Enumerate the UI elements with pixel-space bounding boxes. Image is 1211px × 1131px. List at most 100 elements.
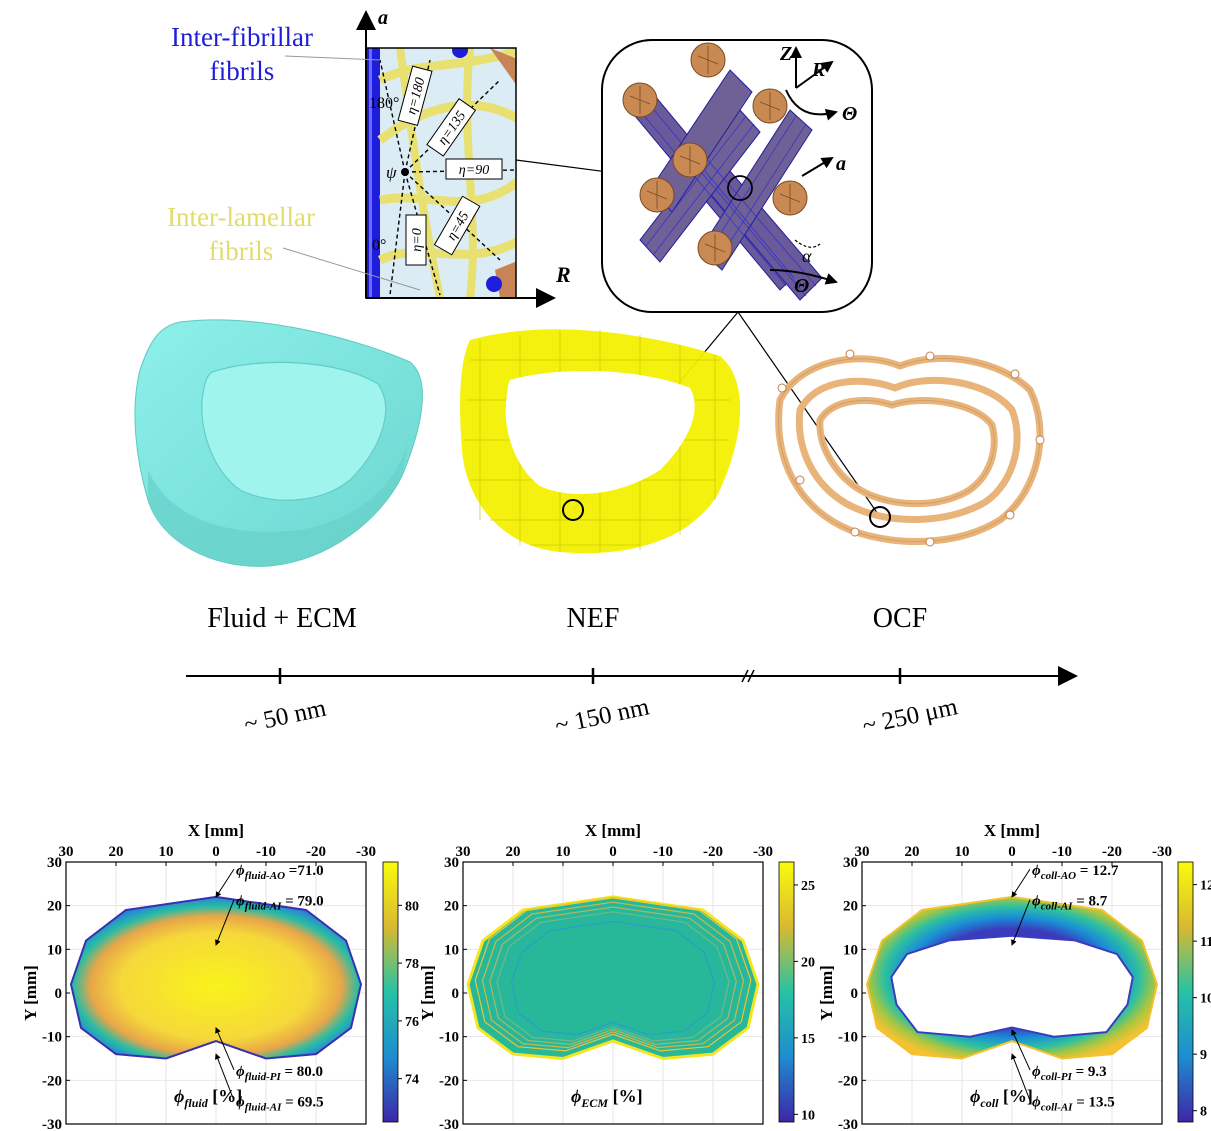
inter-lamellar-label-2: fibrils (209, 236, 274, 266)
lamella-r-label: R (811, 59, 825, 81)
x-tick-label: -10 (256, 844, 276, 860)
annotation-arrow (215, 899, 235, 946)
map-unit-label: ϕECM [%] (571, 1086, 643, 1110)
y-tick-label: -20 (42, 1073, 62, 1089)
fluid-ecm-disc (134, 319, 423, 567)
y-tick-label: -10 (42, 1030, 62, 1046)
scale-axis (186, 666, 1078, 686)
ecm-contour (489, 906, 737, 1045)
label-nef: NEF (567, 603, 620, 634)
y-tick-label: 20 (444, 899, 459, 915)
y-tick-label: -20 (838, 1073, 858, 1089)
x-tick-label: -20 (1102, 844, 1122, 860)
y-tick-label: 30 (444, 855, 459, 871)
colorbar (382, 861, 399, 1123)
deg-180-label: 180° (369, 95, 399, 112)
y-tick-label: 20 (843, 899, 858, 915)
nef-zoom-circle (562, 499, 584, 521)
annotation-label: ϕfluid-PI = 80.0 (236, 1064, 323, 1083)
y-axis-label: Y [mm] (817, 965, 836, 1021)
y-axis-label: Y [mm] (21, 965, 40, 1021)
nef-disc (460, 329, 741, 554)
annotation-label: ϕfluid-AI = 79.0 (236, 894, 324, 913)
colorbar-tick-label: 76 (405, 1015, 419, 1030)
annotation-label: ϕfluid-AO =71.0 (236, 863, 324, 882)
x-axis-label: X [mm] (984, 821, 1040, 840)
x-tick-label: 20 (905, 844, 920, 860)
annotation-label: ϕcoll-AI = 13.5 (1032, 1095, 1115, 1114)
annotation-label: ϕfluid-AI = 69.5 (236, 1095, 324, 1114)
colorbar-tick-label: 80 (405, 899, 419, 914)
map-panel-1: 30 20 10 0 -10 -20 -30 30 20 10 0 -10 -20 -30 X [mm] Y … (21, 821, 419, 1131)
x-tick-label: 30 (59, 844, 74, 860)
scale-250um: ~ 250 μm (860, 693, 960, 740)
y-tick-label: -10 (439, 1030, 459, 1046)
inter-fibrillar-label-1: Inter-fibrillar (171, 22, 313, 52)
map-unit-label: ϕfluid [%] (174, 1086, 242, 1110)
y-tick-label: 30 (47, 855, 62, 871)
lamella-a-label: a (836, 153, 846, 175)
annotation-arrow (215, 868, 235, 898)
colorbar-tick-label: 12 (1200, 879, 1211, 894)
inter-fibrillar-leader (284, 55, 381, 61)
y-tick-label: -30 (42, 1117, 62, 1131)
lamella-box (601, 39, 873, 313)
colorbar-tick-label: 25 (801, 879, 815, 894)
colorbar-tick-label: 15 (801, 1032, 815, 1047)
x-tick-label: -30 (1152, 844, 1172, 860)
y-axis-label: Y [mm] (418, 965, 437, 1021)
y-tick-label: 30 (843, 855, 858, 871)
ecm-contour (481, 901, 745, 1049)
x-tick-label: 30 (855, 844, 870, 860)
colorbar-tick-label: 10 (1200, 992, 1211, 1007)
ocf-connector (737, 311, 881, 518)
x-tick-label: 0 (609, 844, 617, 860)
x-tick-label: 20 (506, 844, 521, 860)
colorbar-tick-label: 74 (405, 1073, 419, 1088)
map-panel-2: 30 20 10 0 -10 -20 -30 30 20 10 0 -10 -20 -30 X [mm] Y … (418, 821, 815, 1131)
ocf-disc (775, 349, 1045, 547)
x-tick-label: 20 (109, 844, 124, 860)
x-tick-label: 10 (556, 844, 571, 860)
ocf-zoom-circle (869, 506, 891, 528)
colorbar-tick-label: 9 (1200, 1048, 1207, 1063)
x-tick-label: -10 (1052, 844, 1072, 860)
annotation-arrow (1011, 1029, 1031, 1071)
deg-0-label: 0° (372, 237, 386, 254)
lamella-theta2-label: Θ (794, 275, 809, 297)
scale-50nm: ~ 50 nm (242, 695, 329, 739)
y-tick-label: -30 (838, 1117, 858, 1131)
x-tick-label: 0 (212, 844, 220, 860)
x-tick-label: -20 (703, 844, 723, 860)
lamella-alpha-label: α (802, 246, 812, 266)
x-tick-label: -30 (753, 844, 773, 860)
annotation-arrow (1011, 899, 1031, 946)
y-tick-label: 0 (452, 986, 460, 1002)
colorbar (778, 861, 795, 1123)
label-fluid-ecm: Fluid + ECM (207, 603, 357, 634)
label-ocf: OCF (873, 603, 927, 634)
x-axis-label: X [mm] (585, 821, 641, 840)
inter-lamellar-label-1: Inter-lamellar (167, 202, 315, 232)
fluid-field (69, 895, 363, 1060)
colorbar-tick-label: 20 (801, 955, 815, 970)
ecm-contour (503, 915, 723, 1039)
colorbar-tick-label: 10 (801, 1108, 815, 1123)
scale-150nm: ~ 150 nm (553, 693, 653, 739)
x-tick-label: -30 (356, 844, 376, 860)
colorbar-tick-label: 8 (1200, 1105, 1207, 1120)
eta-90-label: η=90 (459, 163, 489, 178)
maps-root: 30 20 10 0 -10 -20 -30 30 20 10 0 -10 -20 -30 X [mm] Y … (21, 821, 1211, 1131)
eta-labels: η=180 η=135 η=90 η=45 η=0 (397, 65, 503, 266)
ecm-contour (474, 896, 752, 1052)
x-tick-label: 0 (1008, 844, 1016, 860)
x-tick-label: 10 (955, 844, 970, 860)
ecm-contour (510, 920, 716, 1036)
x-tick-label: -10 (653, 844, 673, 860)
colorbar (1177, 861, 1194, 1123)
eta-0-label: η=0 (410, 228, 425, 251)
y-tick-label: 20 (47, 899, 62, 915)
y-tick-label: -10 (838, 1030, 858, 1046)
annotation-arrow (1011, 868, 1031, 898)
